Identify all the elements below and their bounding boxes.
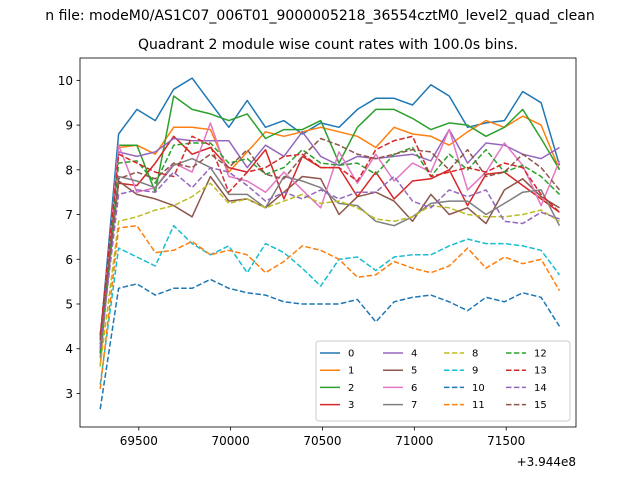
plot-frame: [79, 57, 577, 428]
series-line-8: [99, 182, 560, 367]
legend-label-6: 6: [411, 383, 417, 394]
series-lines: [99, 77, 561, 410]
series-line-1: [99, 115, 561, 367]
series-line-4: [99, 128, 560, 349]
series-line-0: [99, 77, 561, 340]
series-line-10: [99, 278, 561, 410]
legend-label-10: 10: [472, 383, 485, 394]
series-line-14: [99, 166, 560, 349]
x-tick-label: 70500: [303, 434, 341, 448]
legend-label-7: 7: [411, 400, 417, 411]
series-line-13: [99, 135, 561, 336]
y-tick-label: 6: [65, 253, 73, 267]
series-line-15: [99, 137, 561, 340]
x-tick-label: 71500: [487, 434, 525, 448]
legend-label-9: 9: [472, 366, 478, 377]
y-tick-label: 7: [65, 208, 73, 222]
legend-label-8: 8: [472, 349, 478, 360]
y-tick-label: 5: [65, 298, 73, 312]
legend-label-13: 13: [534, 366, 547, 377]
chart-title: Quadrant 2 module wise count rates with …: [138, 37, 518, 53]
series-line-12: [99, 142, 561, 354]
legend-label-0: 0: [348, 349, 354, 360]
series-line-9: [99, 224, 561, 385]
y-tick-label: 10: [58, 74, 73, 88]
x-tick-label: 71000: [395, 434, 433, 448]
legend-label-15: 15: [534, 400, 547, 411]
figure-suptitle: n file: modeM0/AS1C07_006T01_9000005218_…: [45, 8, 594, 24]
x-offset-label: +3.944e8: [517, 455, 576, 469]
legend-label-3: 3: [348, 400, 354, 411]
x-tick-label: 69500: [120, 434, 158, 448]
y-tick-label: 3: [65, 387, 73, 401]
legend-frame: [315, 340, 571, 422]
y-tick-label: 9: [65, 119, 73, 133]
series-line-5: [99, 175, 560, 345]
y-tick-label: 8: [65, 163, 73, 177]
y-axis: 3 4 5 6 7 8 9 10: [58, 74, 80, 401]
legend-label-12: 12: [534, 349, 547, 360]
legend-label-14: 14: [534, 383, 547, 394]
x-axis: 69500 70000 70500 71000 71500: [120, 427, 525, 448]
legend-label-5: 5: [411, 366, 417, 377]
y-tick-label: 4: [65, 342, 73, 356]
series-line-11: [99, 224, 561, 390]
series-line-7: [99, 157, 561, 358]
series-line-6: [99, 122, 561, 349]
legend-label-2: 2: [348, 383, 354, 394]
legend-label-4: 4: [411, 349, 417, 360]
legend-label-11: 11: [472, 400, 485, 411]
legend-label-1: 1: [348, 366, 354, 377]
x-tick-label: 70000: [212, 434, 250, 448]
